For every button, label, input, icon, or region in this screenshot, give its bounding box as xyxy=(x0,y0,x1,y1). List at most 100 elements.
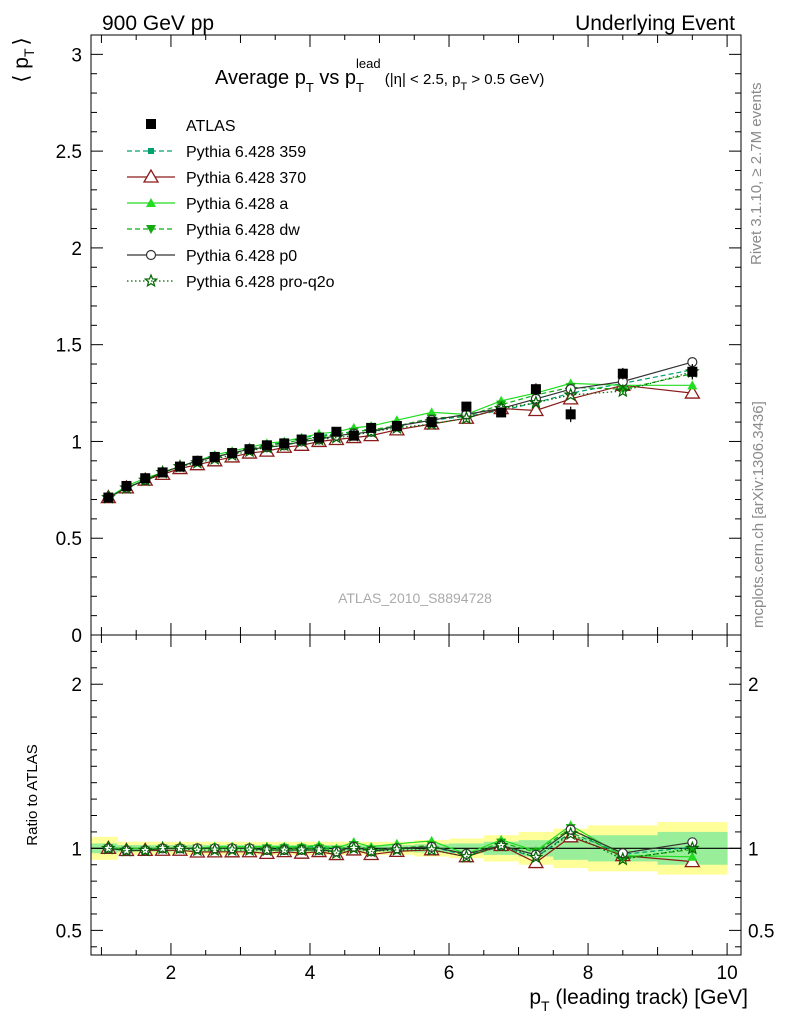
data-point xyxy=(279,438,290,449)
ratio-y-tick-label: 2 xyxy=(71,675,82,696)
series-point-5 xyxy=(615,383,631,398)
main-plot-panel: 0 0.5 1 1.5 2 2.5 3 Average pT vs pTlead (|η| … xyxy=(10,34,742,647)
data-point xyxy=(140,473,151,484)
data-point xyxy=(314,432,325,443)
analysis-watermark: ATLAS_2010_S8894728 xyxy=(338,590,492,606)
data-point xyxy=(331,426,342,437)
legend-marker-2 xyxy=(146,198,156,207)
data-point xyxy=(687,366,698,377)
series-point-2 xyxy=(687,380,698,390)
y-axis-label: ⟨ pT⟩ xyxy=(10,37,37,82)
data-point xyxy=(296,434,307,445)
ratio-point-5 xyxy=(528,849,544,864)
ratio-point-5 xyxy=(493,837,509,852)
data-point xyxy=(227,448,238,459)
ratio-point-5 xyxy=(207,842,223,857)
legend-label: Pythia 6.428 370 xyxy=(186,170,306,187)
ratio-plot-frame xyxy=(90,634,742,956)
ratio-point-5 xyxy=(459,849,474,863)
y-tick-label: 0.5 xyxy=(56,529,82,550)
y-tick-label: 1.5 xyxy=(56,336,82,357)
data-point xyxy=(461,401,472,412)
x-tick-label: 10 xyxy=(717,963,738,984)
y-tick-label: 0 xyxy=(71,626,82,647)
rivet-label: Rivet 3.1.10, ≥ 2.7M events xyxy=(748,83,765,266)
ratio-point-5 xyxy=(615,851,631,866)
series-line-1 xyxy=(108,384,693,499)
x-axis-label: pT (leading track) [GeV] xyxy=(529,986,748,1014)
ratio-point-3 xyxy=(687,845,698,855)
data-point xyxy=(366,422,377,433)
x-tick-label: 6 xyxy=(444,963,455,984)
mcplots-label: mcplots.cern.ch [arXiv:1306.3436] xyxy=(750,401,767,628)
data-point xyxy=(617,368,628,379)
ratio-point-5 xyxy=(424,842,439,857)
ratio-y-tick-label: 0.5 xyxy=(56,921,82,942)
header-left: 900 GeV pp xyxy=(102,12,214,35)
plot-title: Average pT vs pTlead (|η| < 2.5, pT > 0.… xyxy=(215,56,544,95)
legend-label: Pythia 6.428 dw xyxy=(186,222,300,239)
legend-label: ATLAS xyxy=(186,118,236,135)
ratio-point-5 xyxy=(155,840,170,855)
data-point xyxy=(565,409,576,420)
ratio-point-5 xyxy=(276,842,292,857)
ratio-y-tick-label-right: 2 xyxy=(748,675,759,696)
series-point-5 xyxy=(459,410,474,425)
series-point-5 xyxy=(563,387,578,402)
y-tick-label: 2.5 xyxy=(56,142,82,163)
ratio-point-5 xyxy=(259,842,275,857)
x-tick-label: 4 xyxy=(305,963,316,984)
data-point xyxy=(103,492,114,503)
ratio-y-tick-label: 1 xyxy=(71,839,82,860)
ratio-point-5 xyxy=(172,840,188,855)
y-tick-label: 1 xyxy=(71,432,82,453)
legend-label: Pythia 6.428 pro-q2o xyxy=(186,274,335,291)
data-point xyxy=(261,440,272,451)
legend-marker-atlas xyxy=(146,119,156,129)
ratio-point-5 xyxy=(119,842,134,857)
legend-label: Pythia 6.428 a xyxy=(186,196,288,213)
data-point xyxy=(426,417,437,428)
data-point xyxy=(530,384,541,395)
data-point xyxy=(157,467,168,478)
ratio-y-tick-label-right: 1 xyxy=(748,839,759,860)
data-point xyxy=(192,455,203,466)
legend-marker-0 xyxy=(148,148,154,154)
ratio-point-5 xyxy=(242,842,257,857)
x-tick-label: 8 xyxy=(583,963,594,984)
series-point-3 xyxy=(617,385,628,395)
ratio-point-5 xyxy=(389,842,405,857)
y-tick-label: 2 xyxy=(71,239,82,260)
legend-label: Pythia 6.428 359 xyxy=(186,144,306,161)
legend: ATLAS Pythia 6.428 359 Pythia 6.428 370 Pyt… xyxy=(127,118,335,291)
data-point xyxy=(121,480,132,491)
ratio-y-axis-label: Ratio to ATLAS xyxy=(24,744,41,845)
ratio-point-5 xyxy=(101,840,116,855)
legend-label: Pythia 6.428 p0 xyxy=(186,248,297,265)
header-right: Underlying Event xyxy=(575,12,735,35)
series-line-3 xyxy=(108,373,693,499)
data-point xyxy=(209,451,220,462)
ratio-point-5 xyxy=(224,842,240,857)
legend-marker-3 xyxy=(146,225,156,234)
series-line-2 xyxy=(108,382,693,499)
ratio-point-5 xyxy=(329,845,344,860)
data-point xyxy=(391,420,402,431)
series-point-1 xyxy=(527,402,545,417)
ratio-point-2 xyxy=(687,851,698,861)
ratio-point-5 xyxy=(685,840,700,855)
series-point-5 xyxy=(528,395,544,409)
ratio-point-5 xyxy=(563,826,578,841)
ratio-y-tick-label-right: 0.5 xyxy=(748,921,774,942)
y-tick-label: 3 xyxy=(71,45,82,66)
ratio-point-5 xyxy=(190,842,205,857)
ratio-point-5 xyxy=(311,842,327,857)
data-point xyxy=(496,407,507,418)
data-point xyxy=(174,461,185,472)
ratio-point-5 xyxy=(294,842,309,857)
ratio-point-5 xyxy=(346,840,362,855)
series-point-1 xyxy=(684,384,701,399)
ratio-point-5 xyxy=(363,843,379,858)
